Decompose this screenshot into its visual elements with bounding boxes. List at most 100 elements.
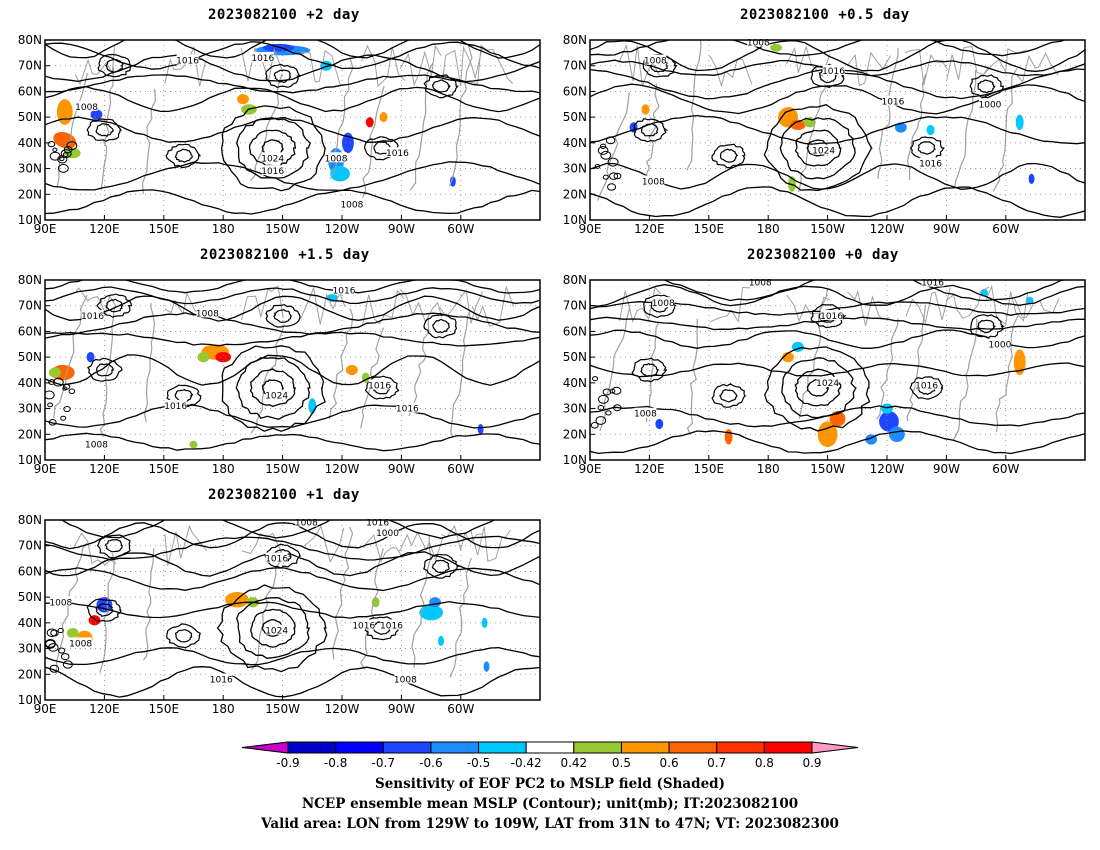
isobar-contour — [250, 608, 296, 648]
coastline — [399, 531, 444, 562]
contour-label: 1008 — [394, 675, 417, 685]
contour-label: 1008 — [325, 154, 348, 164]
y-tick-label: 80N — [18, 33, 42, 47]
colorbar-legend: -0.9 -0.8 -0.7 -0.6 -0.5 -0.42 0.42 0.5 0.6 0.7 0.… — [241, 741, 859, 770]
isobar-contour — [236, 597, 311, 659]
x-tick-label: 120W — [325, 222, 360, 236]
isobar-contour — [597, 404, 605, 411]
x-tick-label: 150E — [149, 702, 180, 716]
x-tick-label: 150E — [694, 222, 725, 236]
coastline — [953, 69, 977, 189]
coastline — [164, 524, 208, 566]
coastline — [411, 534, 432, 668]
caption-line-1: Sensitivity of EOF PC2 to MSLP field (Sh… — [374, 776, 726, 792]
coastline — [847, 51, 892, 87]
contour-label-bg — [747, 36, 770, 47]
isobar-contour — [60, 415, 67, 421]
isobar-contour — [45, 666, 540, 698]
contour-label: 1016 — [919, 159, 942, 169]
contour-label-bg — [340, 198, 363, 209]
colorbar-level-label: -0.42 — [511, 756, 542, 770]
isobar-contour — [592, 376, 599, 382]
y-tick-label: 70N — [18, 59, 42, 73]
isobar-contour — [662, 280, 1066, 302]
sensitivity-shade — [237, 94, 249, 105]
y-tick-label: 20N — [563, 187, 587, 201]
coastline — [686, 40, 702, 171]
coastline — [143, 303, 156, 423]
panel-title-plus2day: 2023082100 +2 day — [208, 7, 360, 23]
panel-title-plus1day: 2023082100 +1 day — [208, 487, 360, 503]
colorbar-segment — [287, 741, 337, 754]
contour-label: 1016 — [386, 149, 409, 159]
contour-label: 1008 — [340, 201, 363, 211]
map-frame — [589, 39, 1086, 221]
y-tick-label: 20N — [18, 187, 42, 201]
coastline — [709, 286, 751, 324]
isobar-contour — [45, 54, 540, 83]
y-tick-label: 10N — [18, 453, 42, 467]
isobar-contour — [711, 143, 746, 169]
x-tick-label: 90W — [388, 702, 415, 716]
sensitivity-shade — [1015, 114, 1024, 130]
sensitivity-shade — [438, 635, 444, 646]
contour-label-bg — [820, 310, 843, 320]
contour-label: 1016 — [176, 57, 199, 67]
panel-title-plus0day: 2023082100 +0 day — [747, 247, 899, 263]
isobar-contour — [969, 74, 1005, 99]
sensitivity-shade — [449, 176, 456, 187]
contour-label: 1016 — [352, 621, 375, 631]
contour-label: 1008 — [634, 410, 657, 420]
contour-label-bg — [822, 64, 845, 75]
coastline — [441, 524, 483, 551]
isobar-contour — [590, 162, 1085, 190]
coastline — [686, 318, 699, 435]
isobar-contour — [60, 653, 70, 661]
y-tick-label: 40N — [18, 616, 42, 630]
isobar-contour — [599, 143, 607, 149]
colorbar-segment — [430, 741, 480, 754]
isobar-contour — [763, 103, 873, 192]
isobar-contour — [45, 312, 540, 335]
y-tick-label: 70N — [18, 299, 42, 313]
contour-label: 1008 — [644, 57, 667, 67]
contour-label-bg — [85, 438, 108, 449]
coastline — [300, 50, 343, 87]
y-tick-label: 40N — [563, 136, 587, 150]
contour-label: 1008 — [749, 279, 772, 289]
contour-label-bg — [265, 552, 288, 563]
isobar-contour — [45, 535, 540, 561]
coastline — [142, 548, 155, 661]
contour-label-bg — [642, 175, 665, 186]
isobar-contour — [52, 377, 64, 387]
y-tick-label: 80N — [18, 513, 42, 527]
y-tick-label: 10N — [563, 453, 587, 467]
sensitivity-shade — [90, 109, 103, 120]
contour-label-bg — [210, 673, 233, 684]
x-tick-label: 120E — [89, 702, 120, 716]
isobar-contour — [423, 74, 459, 99]
caption-line-3: Valid area: LON from 129W to 109W, LAT f… — [261, 816, 839, 832]
isobar-contour — [640, 123, 659, 137]
colorbar-min-arrow — [241, 741, 289, 754]
x-tick-label: 120W — [325, 702, 360, 716]
map-panel-plus0.5day: 1008 1008 1016 1016 1024 1008 1016 1000 90E 120E 1… — [563, 33, 1086, 236]
colorbar-segment — [382, 741, 432, 754]
coastline — [442, 45, 483, 86]
isobar-contour — [45, 86, 540, 113]
y-tick-label: 50N — [563, 110, 587, 124]
sensitivity-shade — [770, 43, 783, 52]
x-tick-label: 180 — [212, 222, 235, 236]
isobar-contour — [48, 379, 56, 385]
sensitivity-shade — [782, 352, 794, 363]
coastline — [141, 88, 156, 195]
x-tick-label: 90W — [388, 462, 415, 476]
contour-label: 1008 — [747, 39, 770, 49]
contour-label: 1008 — [75, 103, 98, 113]
x-tick-label: 60W — [992, 222, 1019, 236]
contour-label-bg — [644, 54, 667, 65]
colorbar-level-label: -0.8 — [324, 756, 347, 770]
y-tick-label: 80N — [18, 273, 42, 287]
isobar-contour — [909, 376, 944, 400]
coastline — [992, 68, 1018, 192]
